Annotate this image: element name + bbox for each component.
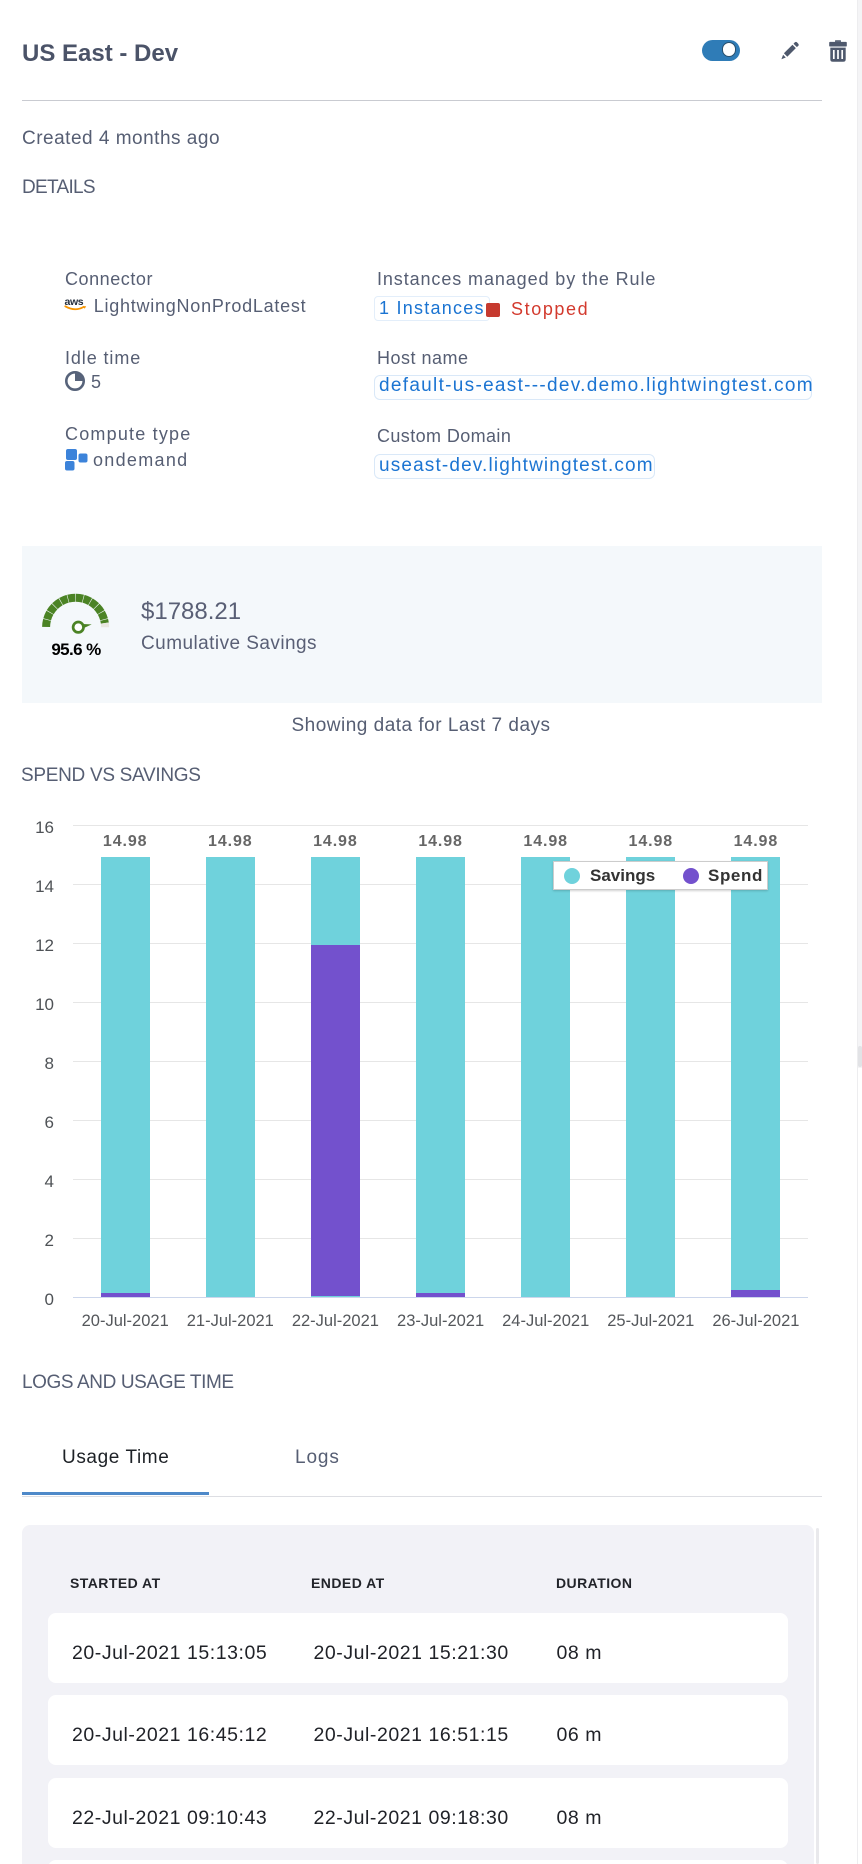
svg-text:aws: aws — [65, 296, 84, 308]
